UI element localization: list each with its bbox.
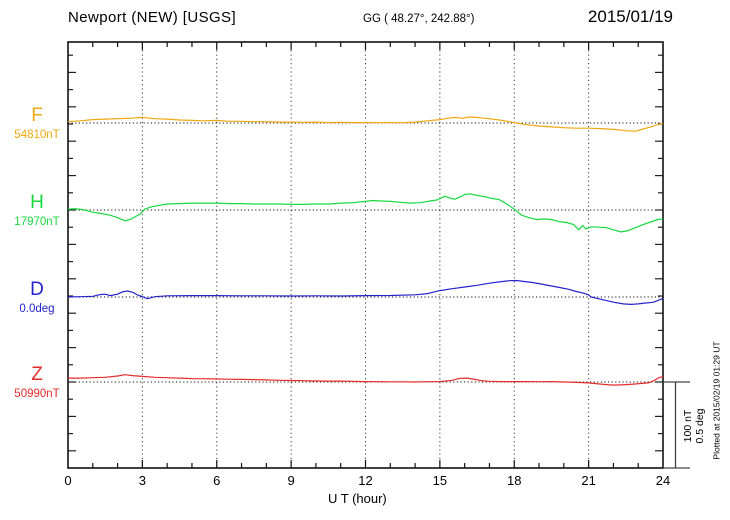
trace-F [67,116,664,132]
channel-label-Z: Z 50990nT [8,365,66,400]
scale-bar-label: 100 nT 0.5 deg [682,403,706,449]
x-tick-label-18: 18 [507,473,522,488]
channel-baseline-D: 0.0deg [19,303,55,315]
trace-H [67,193,664,233]
station-title: Newport (NEW) [USGS] [68,9,237,26]
geographic-coordinates: GG ( 48.27°, 242.88°) [363,13,475,25]
scale-bar-label-deg: 0.5 deg [694,408,706,444]
x-axis-title: U T (hour) [328,491,387,506]
x-tick-label-15: 15 [432,473,448,488]
x-tick-label-12: 12 [358,473,373,488]
trace-D [67,279,664,305]
channel-label-F: F 54810nT [8,106,66,141]
plotted-at-note: Plotted at 2015/02/19 01:29 UT [711,341,722,460]
channel-letter-D: D [30,279,44,300]
channel-baseline-H: 17970nT [14,216,60,228]
x-tick-label-3: 3 [138,473,146,488]
channel-label-D: D 0.0deg [8,280,66,315]
channel-letter-H: H [30,192,44,213]
channel-baseline-Z: 50990nT [14,388,60,400]
plot-date: 2015/01/19 [587,7,673,26]
channel-letter-F: F [31,105,43,126]
x-tick-label-6: 6 [213,473,221,488]
plot-frame [67,41,664,469]
channel-label-H: H 17970nT [8,193,66,228]
scale-bar-label-nT: 100 nT [682,409,694,443]
channel-letter-Z: Z [31,364,43,385]
channel-baseline-F: 54810nT [14,129,60,141]
x-tick-label-24: 24 [655,473,671,488]
x-tick-label-9: 9 [287,473,295,488]
trace-Z [68,374,664,386]
x-tick-label-0: 0 [64,473,72,488]
x-tick-label-21: 21 [581,473,596,488]
